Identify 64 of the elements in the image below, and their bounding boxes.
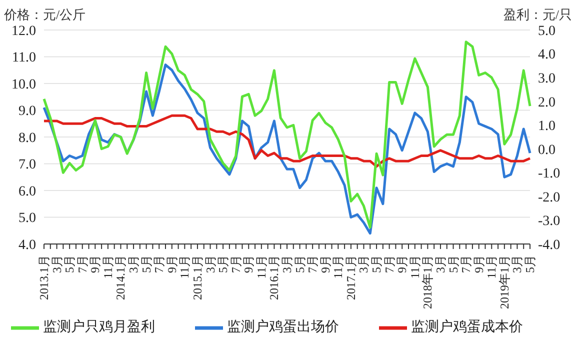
y2-tick-label: -3.0 xyxy=(538,214,560,230)
y-tick-label: 8.0 xyxy=(18,130,36,146)
x-tick-label: 5月 xyxy=(446,255,460,273)
legend-label: 监测户鸡蛋出场价 xyxy=(227,320,339,336)
y-axis-title: 价格：元/公斤 xyxy=(4,6,86,24)
y-tick-label: 6.0 xyxy=(18,184,36,200)
x-tick-label: 2018年1月 xyxy=(420,255,435,309)
x-tick-label: 5月 xyxy=(370,255,384,273)
y-tick-label: 4.0 xyxy=(18,238,36,253)
y-tick-label: 11.0 xyxy=(12,50,36,66)
x-tick-label: 9月 xyxy=(242,255,256,273)
y2-tick-label: 3.0 xyxy=(538,72,556,87)
x-tick-label: 2014.1月 xyxy=(114,255,128,300)
x-tick-label: 3月 xyxy=(280,255,294,273)
x-tick-label: 9月 xyxy=(395,255,410,273)
x-tick-label: 3月 xyxy=(433,255,448,273)
x-tick-label: 11月 xyxy=(484,255,499,279)
x-tick-label: 11月 xyxy=(331,255,346,279)
x-tick-label: 2019年1月 xyxy=(497,255,512,309)
x-tick-label: 7月 xyxy=(306,255,320,273)
y-tick-label: 12.0 xyxy=(12,24,36,39)
y2-tick-label: -4.0 xyxy=(538,238,560,253)
y2-axis-title: 盈利：元/只 xyxy=(503,6,572,24)
x-tick-label: 2016.1月 xyxy=(267,255,282,300)
x-tick-label: 9月 xyxy=(88,255,102,273)
x-tick-label: 7月 xyxy=(228,255,243,273)
x-tick-label: 5月 xyxy=(62,255,77,273)
x-tick-label: 3月 xyxy=(510,255,524,273)
x-tick-label: 3月 xyxy=(356,255,371,273)
y2-tick-label: 4.0 xyxy=(538,48,556,63)
y-tick-label: 5.0 xyxy=(18,211,36,226)
x-tick-label: 5月 xyxy=(139,255,154,273)
x-tick-label: 3月 xyxy=(126,255,141,273)
x-tick-label: 7月 xyxy=(75,255,90,273)
x-tick-label: 3月 xyxy=(203,255,218,273)
x-tick-label: 9月 xyxy=(318,255,332,273)
y2-tick-label: -1.0 xyxy=(538,166,560,182)
x-tick-label: 9月 xyxy=(472,255,486,273)
x-tick-label: 2013.1月 xyxy=(37,255,51,300)
x-tick-label: 3月 xyxy=(50,255,64,273)
legend-label: 监测户鸡蛋成本价 xyxy=(411,320,523,336)
y2-tick-label: 1.0 xyxy=(538,119,556,134)
x-tick-label: 5月 xyxy=(523,255,537,273)
y-tick-label: 7.0 xyxy=(18,158,36,173)
x-tick-label: 9月 xyxy=(164,255,179,273)
x-tick-label: 5月 xyxy=(216,255,230,273)
x-tick-label: 5月 xyxy=(292,255,307,273)
y2-tick-label: -2.0 xyxy=(538,190,560,206)
y2-tick-label: 2.0 xyxy=(538,95,556,110)
x-tick-label: 11月 xyxy=(254,255,268,279)
x-tick-label: 11月 xyxy=(100,255,115,279)
x-tick-label: 7月 xyxy=(382,255,396,273)
y-tick-label: 10.0 xyxy=(12,77,36,92)
x-tick-label: 11月 xyxy=(408,255,422,279)
legend-label: 监测户只鸡月盈利 xyxy=(43,320,155,336)
x-tick-label: 11月 xyxy=(178,255,192,279)
x-tick-label: 2017.1月 xyxy=(344,255,358,300)
x-tick-label: 2015.1月 xyxy=(190,255,204,300)
y2-tick-label: 0.0 xyxy=(538,142,556,158)
x-tick-label: 7月 xyxy=(152,255,166,273)
y2-tick-label: 5.0 xyxy=(538,24,556,39)
y-tick-label: 9.0 xyxy=(18,104,36,120)
x-tick-label: 7月 xyxy=(459,255,474,273)
line-series xyxy=(42,114,532,168)
